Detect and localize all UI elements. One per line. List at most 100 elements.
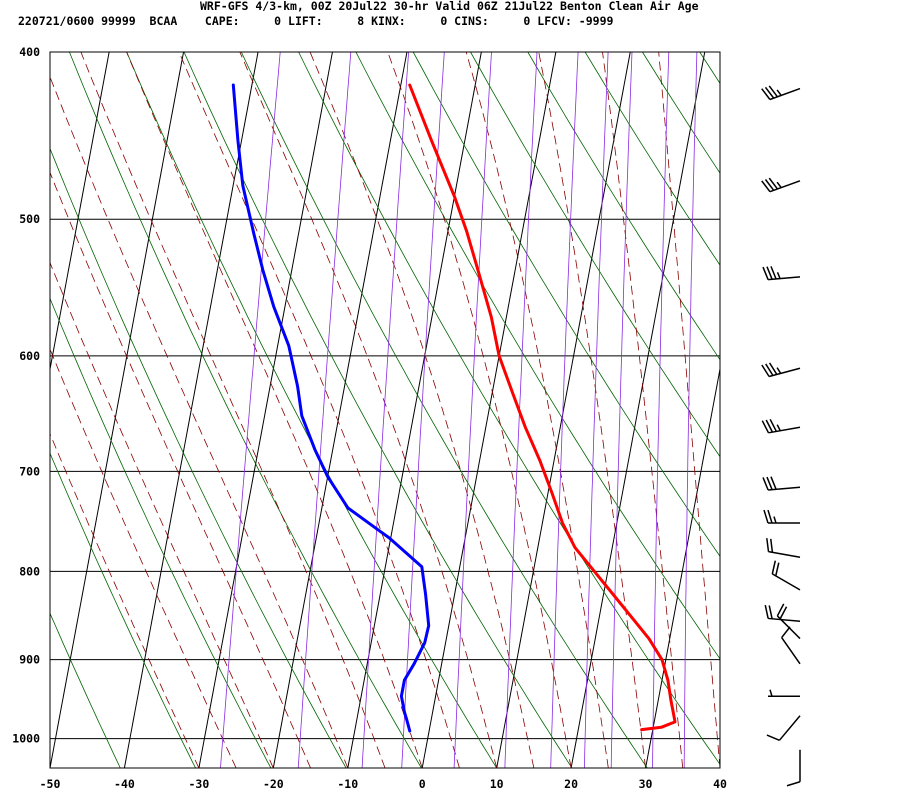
moist-adiabat (387, 52, 572, 768)
wind-barb (761, 177, 801, 193)
isotherm-line (645, 366, 720, 768)
dry-adiabat (183, 52, 573, 768)
wind-barb-flag (764, 86, 775, 99)
isotherm-line (496, 52, 631, 768)
y-tick-labels: 400 500 600 700 800 900 1000 (12, 45, 40, 746)
mixing-ratio-line (652, 52, 670, 768)
wind-barb (762, 476, 801, 491)
wind-barb-flag (781, 626, 791, 639)
wind-barb-flag (776, 603, 785, 617)
dry-adiabat (50, 297, 272, 768)
wind-barb-half-flag (773, 516, 777, 524)
y-tick-label: 400 (19, 45, 40, 59)
dry-adiabat (858, 33, 900, 768)
mixing-ratio-line (721, 33, 730, 768)
wind-barb-flag (771, 560, 777, 575)
mixing-ratio-line (453, 52, 492, 768)
x-tick-label: 10 (490, 777, 504, 791)
wind-barb-flag (764, 604, 769, 619)
background-grid (50, 33, 900, 768)
wind-barb-shaft (768, 276, 801, 281)
wind-barb-half-flag (776, 181, 782, 189)
isotherm-line (421, 52, 557, 768)
wind-barb-flag (779, 606, 788, 620)
dry-adiabat (240, 52, 648, 768)
y-tick-label: 900 (19, 653, 40, 667)
wind-barb-flag (761, 420, 770, 434)
dry-adiabat (298, 52, 720, 766)
x-tick-label: -20 (263, 777, 284, 791)
wind-barb-flag (769, 538, 774, 553)
wind-barb (762, 266, 801, 281)
dry-adiabat (50, 452, 196, 768)
wind-barb-flag (761, 88, 771, 100)
moist-adiabat (309, 52, 535, 768)
moist-adiabat (538, 52, 646, 768)
x-tick-label: 40 (713, 777, 727, 791)
x-tick-label: 20 (564, 777, 578, 791)
dry-adiabat (584, 52, 720, 266)
wind-barb (761, 418, 801, 434)
wind-barb (786, 749, 801, 787)
wind-barb-flag (770, 266, 777, 280)
moist-adiabat (50, 348, 237, 768)
temperature-line (408, 83, 677, 732)
x-tick-label: -30 (188, 777, 209, 791)
wind-barb-flag (766, 538, 770, 552)
wind-barb (766, 715, 801, 741)
wind-barbs (761, 85, 801, 787)
mixing-ratio-line (220, 52, 281, 768)
moist-adiabat (465, 52, 609, 768)
wind-barb-shaft (768, 486, 801, 491)
x-tick-label: -50 (40, 777, 61, 791)
moist-adiabat (50, 261, 274, 768)
profile-series (231, 83, 677, 733)
moist-adiabat (50, 75, 349, 768)
wind-barb-flag (766, 734, 780, 741)
wind-barb-flag (768, 177, 779, 190)
wind-barb-flag (786, 781, 801, 787)
wind-barb (781, 626, 801, 665)
wind-barb-flag (762, 477, 769, 491)
moist-adiabat (50, 171, 311, 768)
x-tick-label: -40 (114, 777, 135, 791)
dry-adiabat (412, 52, 720, 558)
wind-barb-flag (761, 180, 771, 193)
wind-barb-shaft (768, 550, 801, 558)
mixing-ratio-line (550, 52, 579, 768)
dry-adiabat (50, 147, 347, 768)
wind-barb (763, 509, 800, 524)
plot-frame (49, 51, 721, 769)
dry-adiabat (744, 33, 900, 768)
wind-barb-shaft (768, 426, 801, 434)
y-tick-label: 800 (19, 564, 40, 578)
wind-barb (766, 538, 801, 558)
wind-barb-half-flag (776, 367, 782, 374)
wind-barb-flag (766, 266, 773, 280)
wind-barb-half-flag (776, 89, 782, 96)
moist-adiabat (239, 52, 498, 768)
wind-barb-flag (769, 418, 778, 432)
wind-barb-half-flag (769, 689, 773, 697)
dry-adiabat (355, 52, 720, 660)
dry-adiabat (641, 52, 720, 174)
dry-adiabat (68, 52, 422, 768)
isotherm-line (50, 52, 110, 372)
wind-barb-flag (765, 363, 774, 376)
x-tick-label: -10 (337, 777, 358, 791)
wind-barb-shaft (781, 637, 801, 665)
wind-barb-shaft (769, 180, 801, 193)
mixing-ratio-line (401, 52, 445, 768)
wind-barb-flag (768, 605, 773, 619)
isotherm-line (123, 52, 259, 768)
y-tick-label: 600 (19, 349, 40, 363)
wind-barb (761, 362, 801, 378)
wind-barb-shaft (771, 573, 801, 591)
wind-barb-flag (766, 476, 773, 490)
moist-adiabat (50, 432, 200, 768)
wind-barb (771, 560, 801, 591)
wind-barb-flag (764, 179, 775, 191)
mixing-ratio-line (683, 52, 698, 768)
moist-adiabat (126, 52, 423, 768)
